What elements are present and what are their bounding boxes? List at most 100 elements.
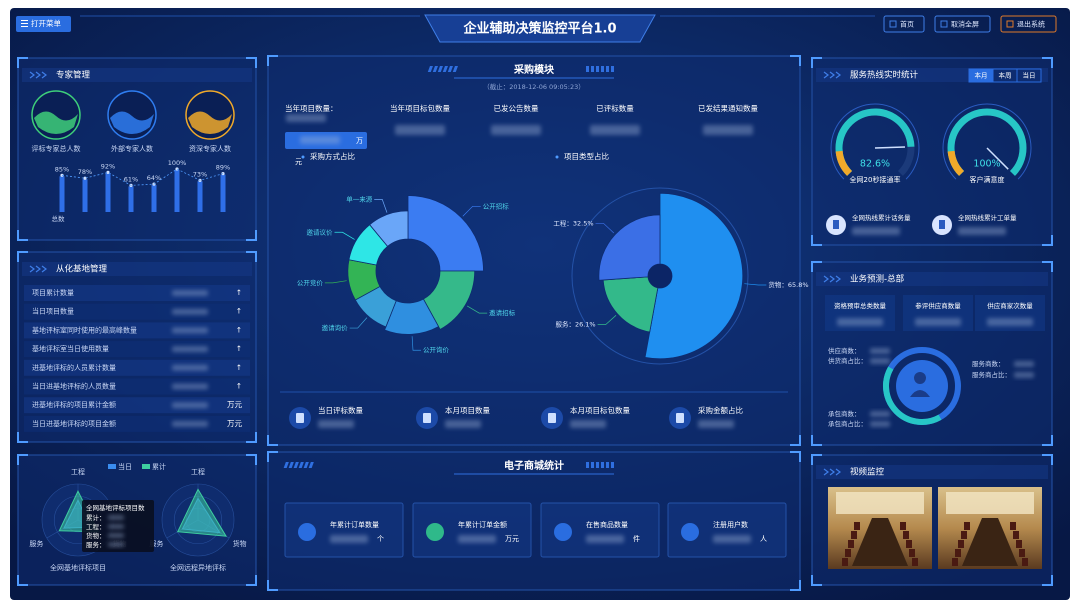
data-label: 61% [124, 175, 138, 183]
unit: 件 [633, 534, 640, 543]
unit: 人 [760, 535, 767, 543]
tab-label[interactable]: 当日 [1023, 71, 1036, 80]
gauge-ring [942, 103, 1032, 180]
panel-title: 视频监控 [850, 467, 885, 478]
panel-corner [790, 55, 801, 66]
panel-corner [17, 454, 28, 465]
video-chair [851, 531, 857, 539]
title-deco [606, 462, 609, 468]
header-button-label[interactable]: 取消全屏 [951, 20, 979, 29]
stat-label: 年累计订单金额 [458, 520, 507, 529]
trend-line [61, 168, 224, 186]
row-label: 进基地评标的项目累计金额 [32, 400, 116, 409]
title-arrow [835, 468, 841, 476]
masked-value [958, 227, 1006, 235]
panel-title: 服务热线实时统计 [850, 70, 919, 81]
stat-card [412, 502, 532, 558]
page-title: 企业辅助决策监控平台1.0 [462, 21, 616, 37]
stat-icon-glyph [548, 413, 556, 423]
video-chair [1016, 540, 1022, 548]
indicator-label: 评标专家总人数 [32, 144, 81, 153]
masked-value [915, 318, 961, 326]
leader-line [595, 223, 615, 234]
masked-value [1014, 372, 1034, 378]
panel-corner [811, 435, 822, 446]
panel-corner [246, 432, 257, 443]
tab[interactable] [1016, 68, 1042, 83]
panel-corner [811, 57, 822, 68]
stat-label: 本月项目数量 [445, 405, 490, 415]
tab-label[interactable]: 本周 [999, 71, 1012, 80]
row-band [24, 378, 250, 395]
unit: 元 [295, 158, 302, 166]
masked-value [172, 290, 208, 296]
menu-button-label[interactable]: 打开菜单 [31, 18, 61, 28]
radar-title: 全网基地评标项目 [50, 563, 106, 572]
person-head [914, 372, 926, 384]
tab-label[interactable]: 本月 [975, 71, 988, 80]
chart-title: 采购方式占比 [310, 151, 355, 161]
video-chair [900, 522, 906, 530]
title-arrow [829, 275, 835, 283]
unit: 个 [377, 535, 384, 543]
header-button[interactable] [934, 15, 991, 33]
masked-value [108, 524, 124, 529]
title-arrow [41, 265, 47, 273]
masked-value [172, 383, 208, 390]
pie-slice [407, 195, 484, 272]
title-arrow [823, 468, 829, 476]
legend-label: 累计 [152, 462, 166, 471]
header-button-label[interactable]: 退出系统 [1017, 20, 1045, 29]
video-chair [1010, 522, 1016, 530]
title-deco [432, 66, 438, 72]
header-button-label[interactable]: 首页 [900, 20, 914, 29]
title-deco [293, 462, 299, 468]
title-dot [555, 155, 559, 159]
stat-label: 当日评标数量 [318, 405, 363, 415]
row-label: 当日项目数量 [32, 307, 74, 316]
video-chair [854, 522, 860, 530]
row-unit: ↑ [236, 344, 242, 353]
menu-button[interactable] [16, 16, 71, 32]
radar-axis-label: 服务 [149, 539, 163, 548]
indicator-wave [188, 111, 232, 134]
stat-label: 供应商家次数量 [987, 301, 1033, 310]
stat-icon-glyph [833, 220, 839, 229]
video-chair [961, 531, 967, 539]
row-unit: ↑ [236, 325, 242, 334]
title-deco [308, 462, 314, 468]
video-chair [845, 549, 851, 557]
panel-title: 电子商城统计 [504, 459, 564, 472]
row-label: 项目累计数量 [32, 288, 74, 297]
row-label: 当日进基地评标的人员数量 [32, 382, 116, 391]
stat-icon-glyph [939, 220, 945, 229]
masked-value [172, 420, 208, 427]
row-unit: 万元 [227, 400, 242, 409]
masked-value [172, 327, 208, 334]
gauge-value-label: 100% [973, 159, 1000, 170]
data-label: 89% [216, 164, 230, 172]
masked-value [1014, 361, 1034, 367]
row-band [24, 397, 250, 414]
radar-axis-label: 工程 [191, 467, 205, 476]
header-button[interactable] [883, 15, 925, 33]
stat-label: 供货商占比： [828, 356, 867, 365]
row-band [24, 303, 250, 320]
tooltip-line: 服务： [86, 540, 106, 549]
video-chair [1022, 558, 1028, 566]
video-chair [955, 549, 961, 557]
data-label: 92% [101, 162, 115, 170]
row-unit: ↑ [236, 307, 242, 316]
unit: 万元 [505, 535, 519, 543]
pie-slice [369, 210, 409, 247]
title-deco [298, 462, 304, 468]
header-button[interactable] [1000, 15, 1057, 33]
rose-outline [571, 187, 749, 365]
row-band [24, 322, 250, 339]
panel-corner [246, 575, 257, 586]
masked-value [590, 125, 640, 135]
title-deco [586, 66, 589, 72]
title-arrow [41, 71, 47, 79]
masked-value [172, 402, 208, 409]
video-chair [848, 540, 854, 548]
